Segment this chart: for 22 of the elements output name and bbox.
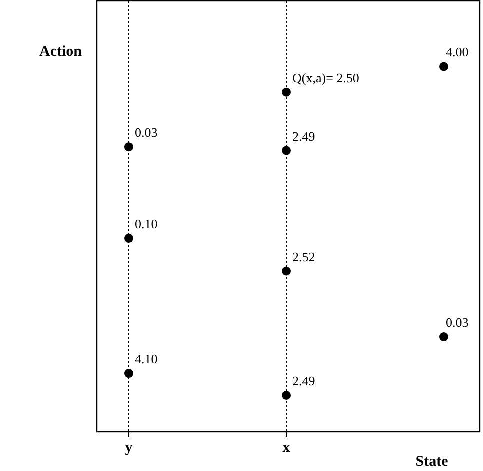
point	[124, 369, 134, 378]
text: 4.00	[446, 44, 469, 60]
annotation: 0.03	[446, 315, 469, 330]
point	[282, 88, 291, 97]
annotation: 2.49	[292, 128, 316, 144]
x-axis-title: State	[416, 454, 449, 470]
x-tick-label: x	[282, 440, 291, 456]
point	[282, 266, 291, 276]
point	[440, 62, 448, 72]
point	[282, 390, 291, 400]
point	[282, 146, 291, 156]
annotation: 0.10	[135, 216, 158, 232]
point	[124, 142, 134, 152]
y-axis-title: Action	[40, 44, 83, 60]
x-tick-label: y	[125, 440, 134, 456]
annotation: 2.49	[292, 373, 316, 388]
point	[440, 332, 448, 342]
annotation: 0.03	[135, 125, 158, 140]
point	[124, 234, 134, 243]
annotation: 2.52	[292, 249, 316, 264]
annotation: Q(x,a)= 2.50	[292, 70, 360, 86]
annotation: 4.10	[135, 352, 158, 367]
